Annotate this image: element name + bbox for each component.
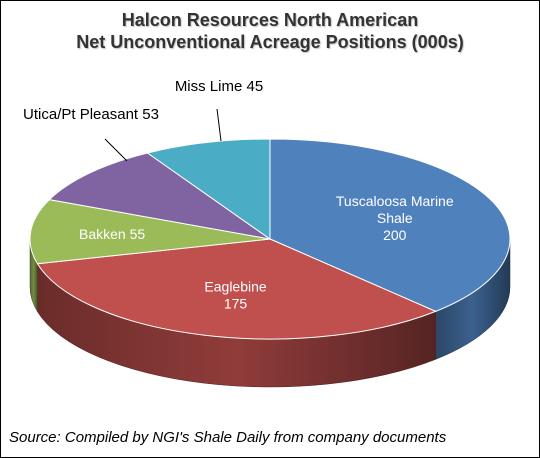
chart-title: Halcon Resources North American Net Unco… bbox=[1, 9, 539, 53]
leader-line-utica-pt-pleasant bbox=[104, 138, 128, 162]
slice-miss-lime bbox=[146, 138, 271, 240]
slice-label-tuscaloosa-marine-shale-line-1: Tuscaloosa Marine bbox=[336, 193, 454, 209]
slice-tuscaloosa-marine-shale bbox=[269, 138, 511, 312]
slice-eaglebine bbox=[36, 238, 437, 340]
pie-top-faces bbox=[29, 138, 511, 340]
slice-label-tuscaloosa-marine-shale-line-2: Shale bbox=[377, 210, 413, 226]
leader-line-miss-lime bbox=[216, 108, 222, 142]
slice-label-eaglebine-line-1: Eaglebine bbox=[204, 278, 266, 294]
slice-label-bakken-line-1: Bakken 55 bbox=[79, 226, 145, 242]
slice-label-miss-lime: Miss Lime 45 bbox=[175, 78, 263, 95]
slice-utica-pt-pleasant bbox=[48, 152, 271, 240]
slice-bakken bbox=[29, 199, 271, 265]
chart-title-line-1: Halcon Resources North American bbox=[121, 10, 419, 30]
chart-title-line-2: Net Unconventional Acreage Positions (00… bbox=[76, 32, 464, 52]
slice-label-tuscaloosa-marine-shale-line-3: 200 bbox=[383, 227, 407, 243]
slice-label-eaglebine-line-2: 175 bbox=[224, 295, 248, 311]
source-note: Source: Compiled by NGI's Shale Daily fr… bbox=[9, 429, 447, 446]
slice-label-utica-pt-pleasant: Utica/Pt Pleasant 53 bbox=[23, 106, 159, 123]
